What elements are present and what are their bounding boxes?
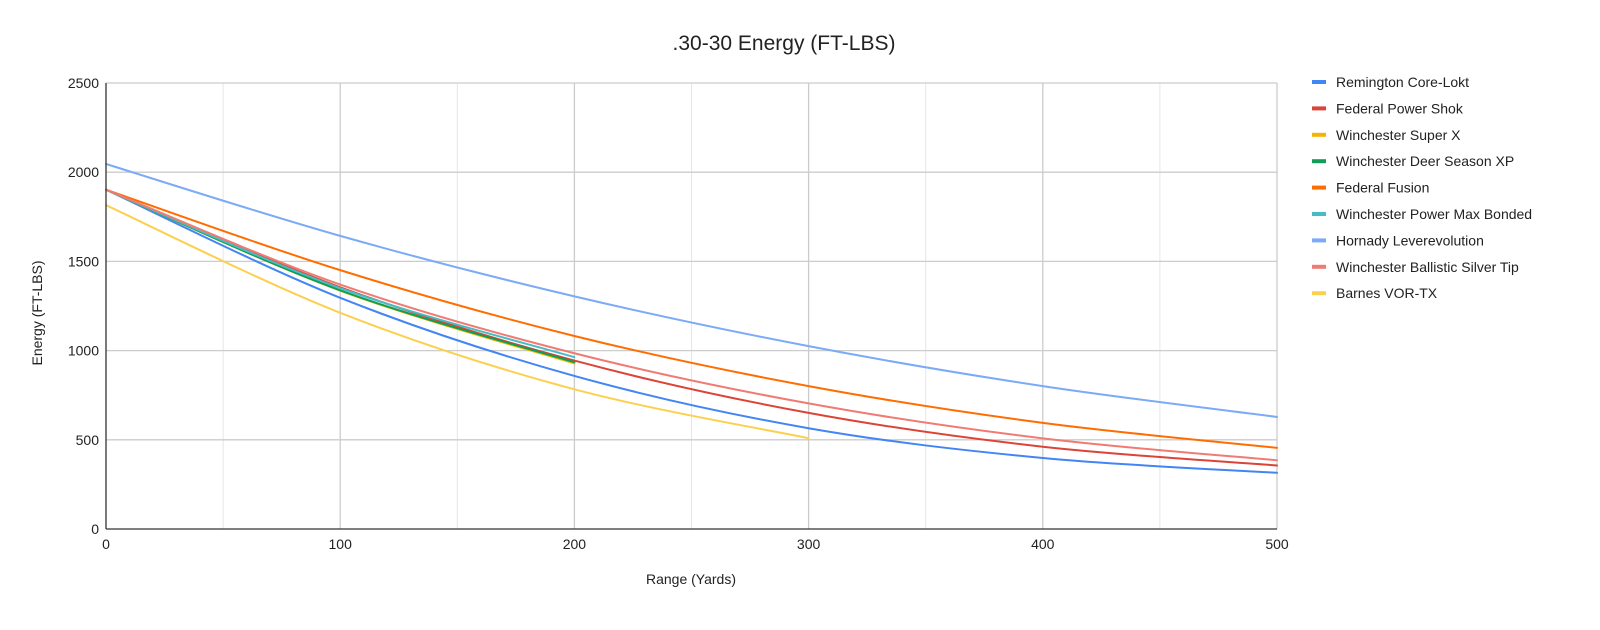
y-axis-label: Energy (FT-LBS): [29, 260, 45, 365]
legend-label: Federal Power Shok: [1336, 100, 1464, 116]
series-line-1: [105, 188, 1278, 474]
tick-label-layer: 0 100 200 300 400 500 0 500 1000 1500 2000 2500: [68, 75, 1289, 552]
y-tick-label: 500: [76, 432, 100, 448]
y-tick-label: 1500: [68, 253, 99, 269]
series-line-9: [105, 204, 810, 440]
legend-swatch: [1312, 132, 1326, 137]
axis-layer: [105, 83, 1277, 530]
x-tick-label: 100: [329, 536, 353, 552]
legend-item[interactable]: Federal Power Shok: [1312, 100, 1464, 116]
y-tick-label: 2500: [68, 75, 99, 91]
legend-swatch: [1312, 291, 1326, 296]
series-line-8: [105, 188, 1278, 462]
x-tick-label: 500: [1265, 536, 1289, 552]
y-tick-label: 2000: [68, 164, 99, 180]
y-tick-label: 0: [91, 521, 99, 537]
legend-swatch: [1312, 159, 1326, 164]
legend-label: Hornady Leverevolution: [1336, 232, 1484, 248]
legend-item[interactable]: Federal Fusion: [1312, 180, 1429, 196]
legend-label: Remington Core-Lokt: [1336, 74, 1469, 90]
legend-label: Winchester Deer Season XP: [1336, 153, 1514, 169]
series-layer: [105, 162, 1278, 474]
legend-item[interactable]: Barnes VOR-TX: [1312, 285, 1438, 301]
legend-swatch: [1312, 212, 1326, 216]
x-tick-label: 300: [797, 536, 821, 552]
x-tick-label: 0: [102, 536, 110, 552]
legend: Remington Core-Lokt Federal Power Shok Win…: [1312, 74, 1532, 301]
legend-item[interactable]: Winchester Super X: [1312, 127, 1461, 143]
legend-label: Winchester Ballistic Silver Tip: [1336, 259, 1519, 275]
series-line-7: [105, 162, 1278, 418]
legend-item[interactable]: Hornady Leverevolution: [1312, 232, 1484, 248]
legend-label: Barnes VOR-TX: [1336, 285, 1438, 301]
legend-label: Federal Fusion: [1336, 180, 1429, 196]
series-line-5: [105, 188, 1278, 449]
legend-label: Winchester Power Max Bonded: [1336, 206, 1532, 222]
legend-swatch: [1312, 80, 1326, 84]
y-tick-label: 1000: [68, 343, 99, 359]
legend-item[interactable]: Remington Core-Lokt: [1312, 74, 1469, 90]
legend-swatch: [1312, 185, 1326, 190]
x-axis-label: Range (Yards): [646, 571, 736, 587]
legend-item[interactable]: Winchester Power Max Bonded: [1312, 206, 1532, 222]
legend-swatch: [1312, 238, 1326, 243]
legend-label: Winchester Super X: [1336, 127, 1461, 143]
legend-item[interactable]: Winchester Ballistic Silver Tip: [1312, 259, 1519, 275]
legend-swatch: [1312, 264, 1326, 269]
x-tick-label: 400: [1031, 536, 1055, 552]
x-tick-label: 200: [563, 536, 587, 552]
legend-swatch: [1312, 106, 1326, 111]
legend-item[interactable]: Winchester Deer Season XP: [1312, 153, 1514, 169]
chart-title: .30-30 Energy (FT-LBS): [673, 32, 896, 55]
grid-layer: [106, 82, 1278, 529]
